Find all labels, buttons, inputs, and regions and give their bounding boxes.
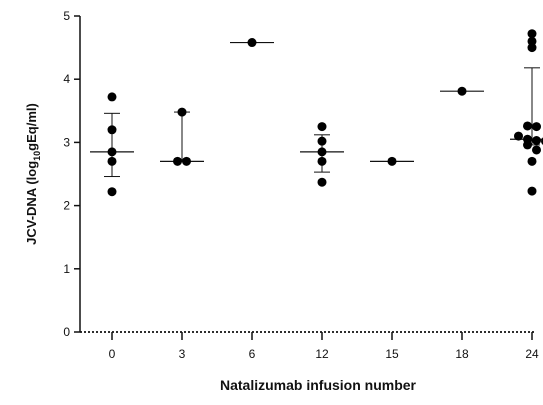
y-tick-label: 5 (63, 9, 70, 23)
y-tick-label: 2 (63, 199, 70, 213)
y-tick-label: 4 (63, 72, 70, 86)
data-point (532, 136, 541, 146)
data-point (527, 36, 537, 46)
data-point (527, 156, 537, 166)
y-tick-label: 0 (63, 325, 70, 339)
data-point (317, 147, 327, 157)
data-point (107, 147, 117, 157)
data-point (523, 121, 532, 131)
data-point (527, 186, 537, 196)
x-tick-label: 0 (109, 347, 116, 361)
data-point (532, 122, 541, 132)
y-axis-title-subscript: 10 (32, 151, 42, 161)
x-tick-label: 18 (455, 347, 469, 361)
data-point (247, 38, 257, 48)
data-point (107, 92, 117, 102)
data-point (173, 156, 182, 166)
x-axis: 0 3 6 12 15 18 24 (80, 331, 539, 361)
data-point (527, 43, 537, 53)
data-point (387, 156, 397, 166)
y-tick-label: 1 (63, 262, 70, 276)
data-point (177, 107, 187, 117)
data-point (317, 177, 327, 187)
x-tick-label: 6 (249, 347, 256, 361)
x-tick-label: 24 (525, 347, 539, 361)
data-point (317, 136, 327, 146)
x-tick-label: 12 (315, 347, 329, 361)
data-point (527, 29, 537, 39)
data-point (107, 156, 117, 166)
y-axis-title: JCV-DNA (log10gEq/ml) (24, 103, 42, 245)
y-axis-title-suffix: gEq/ml) (24, 103, 39, 151)
y-axis-title-prefix: JCV-DNA (log (24, 161, 39, 245)
data-point (532, 145, 541, 155)
data-point (182, 156, 191, 166)
data-point (317, 156, 327, 166)
x-axis-title: Natalizumab infusion number (220, 377, 417, 393)
data-point (317, 122, 327, 132)
data-point (514, 131, 523, 141)
plot-area (90, 29, 543, 197)
data-point (107, 125, 117, 135)
x-tick-label: 15 (385, 347, 399, 361)
y-axis: 0 1 2 3 4 5 (63, 9, 81, 339)
x-tick-label: 3 (179, 347, 186, 361)
data-point (107, 187, 117, 197)
y-tick-label: 3 (63, 135, 70, 149)
data-point (457, 86, 467, 96)
data-point (523, 140, 532, 150)
